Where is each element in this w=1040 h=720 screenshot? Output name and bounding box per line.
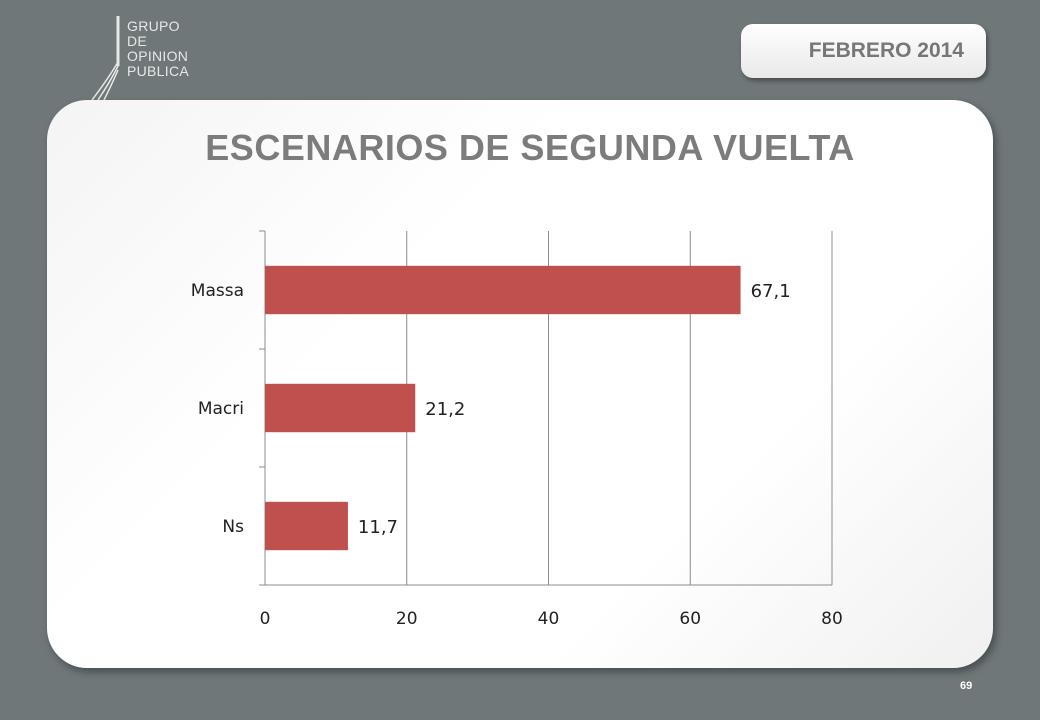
date-label: FEBRERO 2014 [808,39,964,62]
bar-macri [265,383,416,433]
logo-line-1: GRUPO [127,18,180,34]
logo-line-3: OPINION [127,48,189,64]
category-label-ns: Ns [222,517,244,537]
page-title: ESCENARIOS DE SEGUNDA VUELTA [205,127,855,168]
x-tick-label-1: 20 [396,609,418,629]
page-number: 69 [960,680,973,692]
bar-massa [265,265,741,315]
logo-text: GRUPO DE OPINION PUBLICA [127,19,189,79]
x-tick-label-3: 60 [679,609,701,629]
value-label-ns: 11,7 [358,517,398,538]
category-label-macri: Macri [198,399,244,419]
category-label-massa: Massa [191,281,244,301]
x-tick-label-0: 0 [260,609,271,629]
bar-ns [265,501,348,551]
x-tick-label-2: 40 [538,609,560,629]
logo-line-4: PUBLICA [127,63,190,79]
date-badge: FEBRERO 2014 [741,24,986,78]
grupo-opinion-publica-logo-mark [91,16,120,101]
value-label-macri: 21,2 [425,399,465,420]
x-tick-label-4: 80 [821,609,843,629]
value-label-massa: 67,1 [751,281,791,302]
content-card [47,100,993,668]
logo-line-2: DE [127,33,148,49]
